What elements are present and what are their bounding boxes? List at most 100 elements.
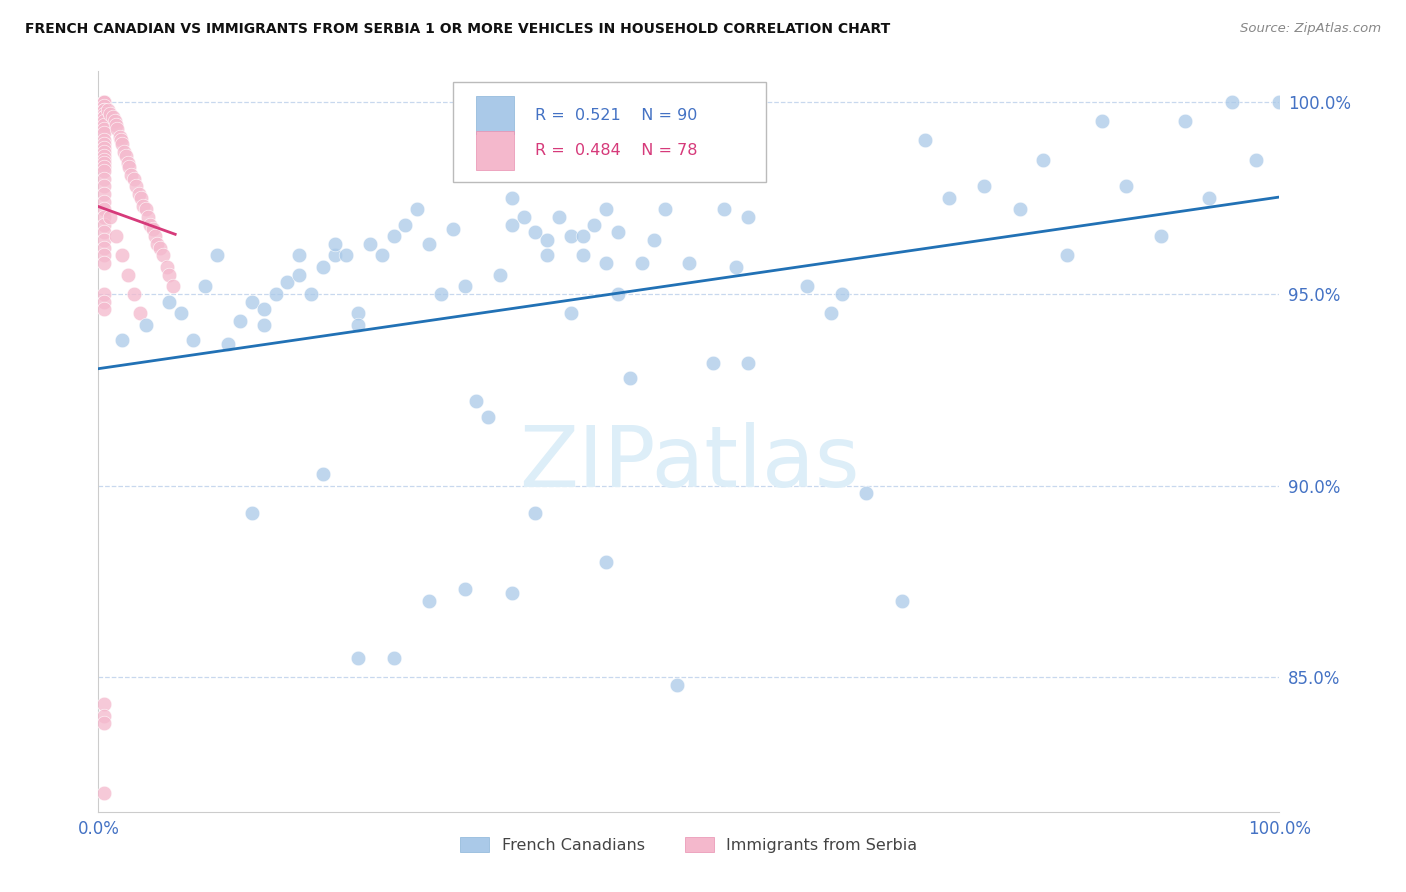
Point — [93, 161, 115, 175]
Point — [93, 111, 115, 125]
Text: FRENCH CANADIAN VS IMMIGRANTS FROM SERBIA 1 OR MORE VEHICLES IN HOUSEHOLD CORREL: FRENCH CANADIAN VS IMMIGRANTS FROM SERBI… — [25, 22, 890, 37]
Point — [1268, 95, 1291, 109]
Point — [93, 716, 115, 731]
Point — [93, 226, 115, 240]
Point — [157, 268, 180, 282]
Point — [136, 210, 159, 224]
Point — [276, 276, 298, 290]
Point — [93, 103, 115, 117]
Point — [430, 286, 453, 301]
Point — [607, 286, 630, 301]
Point — [571, 248, 593, 262]
Point — [312, 467, 335, 482]
Point — [93, 133, 115, 147]
Point — [181, 333, 204, 347]
Point — [595, 555, 617, 569]
Point — [595, 202, 617, 217]
Point — [737, 356, 759, 370]
Point — [93, 171, 115, 186]
Point — [93, 164, 115, 178]
Point — [97, 103, 120, 117]
Point — [583, 218, 606, 232]
Point — [347, 306, 370, 320]
Point — [489, 268, 512, 282]
Point — [111, 248, 134, 262]
Point — [382, 229, 405, 244]
Point — [240, 506, 263, 520]
Point — [93, 95, 115, 109]
Point — [820, 306, 842, 320]
Point — [914, 133, 936, 147]
Point — [105, 229, 128, 244]
Point — [146, 237, 169, 252]
Point — [118, 161, 141, 175]
Point — [973, 179, 995, 194]
Point — [406, 202, 429, 217]
Point — [217, 336, 239, 351]
Point — [643, 233, 665, 247]
Point — [156, 260, 179, 274]
Point — [501, 191, 523, 205]
Point — [1008, 202, 1031, 217]
Text: R =  0.521    N = 90: R = 0.521 N = 90 — [536, 108, 697, 122]
Point — [139, 218, 162, 232]
Text: R =  0.484    N = 78: R = 0.484 N = 78 — [536, 143, 697, 158]
Point — [571, 229, 593, 244]
Point — [105, 118, 128, 132]
Point — [93, 294, 115, 309]
Point — [359, 237, 381, 252]
Point — [194, 279, 217, 293]
Point — [299, 286, 322, 301]
Point — [104, 114, 127, 128]
Point — [93, 106, 115, 120]
Point — [1174, 114, 1197, 128]
Point — [93, 156, 115, 170]
Point — [111, 137, 134, 152]
Point — [98, 106, 121, 120]
Point — [152, 248, 174, 262]
Point — [205, 248, 228, 262]
Point — [93, 95, 115, 109]
Point — [713, 202, 735, 217]
Point — [93, 99, 115, 113]
Point — [135, 202, 157, 217]
Point — [117, 268, 139, 282]
Point — [128, 187, 150, 202]
Point — [170, 306, 193, 320]
Point — [121, 168, 143, 182]
Point — [114, 149, 136, 163]
Point — [607, 226, 630, 240]
Point — [453, 582, 475, 597]
Point — [1150, 229, 1173, 244]
Point — [253, 302, 276, 317]
Point — [162, 279, 184, 293]
Point — [93, 785, 115, 799]
Point — [93, 202, 115, 217]
Point — [666, 678, 689, 692]
Point — [335, 248, 357, 262]
Point — [93, 111, 115, 125]
Point — [678, 256, 700, 270]
Legend: French Canadians, Immigrants from Serbia: French Canadians, Immigrants from Serbia — [454, 830, 924, 859]
Point — [122, 286, 145, 301]
Point — [93, 95, 115, 109]
Point — [501, 586, 523, 600]
FancyBboxPatch shape — [453, 82, 766, 183]
Point — [93, 241, 115, 255]
Point — [831, 286, 853, 301]
Point — [288, 268, 311, 282]
Point — [93, 210, 115, 224]
Point — [890, 593, 912, 607]
Point — [93, 256, 115, 270]
Point — [441, 221, 464, 235]
Point — [93, 194, 115, 209]
Point — [93, 95, 115, 109]
Point — [938, 191, 960, 205]
Point — [93, 114, 115, 128]
Point — [128, 306, 150, 320]
Point — [132, 199, 155, 213]
Bar — [477, 95, 515, 135]
Point — [135, 318, 157, 332]
Point — [1244, 153, 1267, 167]
Point — [93, 302, 115, 317]
